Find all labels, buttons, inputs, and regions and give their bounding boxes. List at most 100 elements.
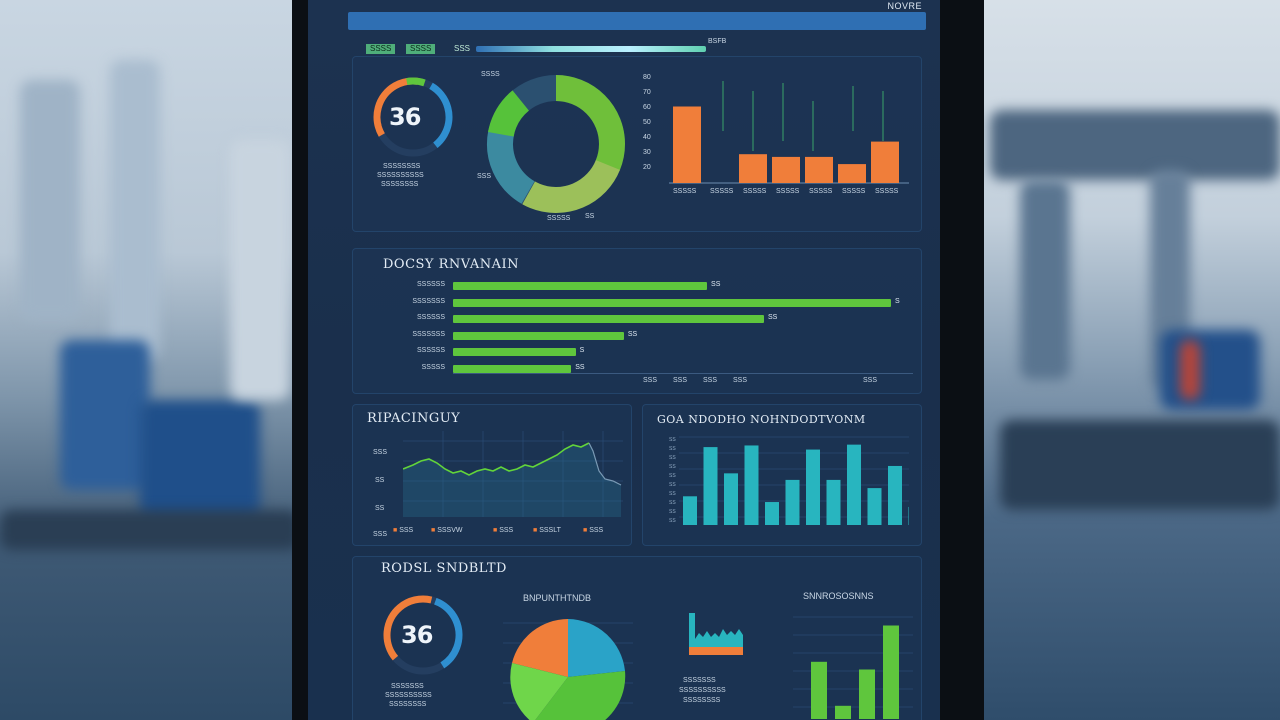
performance-bar-label: SSSSSSS: [412, 297, 445, 305]
performance-axis-tick: SSS: [643, 377, 658, 384]
mini-histogram-caption-3: SSSSSSSS: [683, 697, 721, 704]
overview-y-tick: 60: [643, 104, 651, 111]
column-chart: SS SS SS SS SS SS SS SS SS SS: [669, 433, 923, 529]
performance-bar-label: SSSSS: [421, 363, 445, 371]
overview-bar: [838, 164, 866, 183]
tab-3[interactable]: SSS: [454, 44, 471, 53]
performance-bar-value: S: [895, 297, 900, 305]
performance-title: DOCSY RNVANAIN: [383, 257, 519, 272]
overview-bar-category: SSSSS: [673, 188, 697, 195]
mini-histogram-caption-1: SSSSSSS: [683, 677, 716, 684]
donut-label-bottom: SSSSS: [547, 215, 571, 222]
overview-panel: 36 SSSSSSSS SSSSSSSSSS SSSSSSSS SSSS SSS…: [352, 56, 922, 232]
performance-bar: [453, 364, 572, 373]
bg-machine: [1160, 330, 1260, 410]
performance-bar-value: SS: [767, 314, 778, 321]
bottom-title: RODSL SNDBLTD: [381, 561, 507, 576]
header-progress-strip: [476, 46, 706, 52]
bg-column: [1020, 180, 1070, 380]
overview-bar-category: SSSSS: [776, 188, 800, 195]
tab-2[interactable]: SSSS: [406, 44, 436, 54]
bg-column: [110, 60, 160, 360]
bottom-pie-chart: [503, 619, 633, 720]
column-y-tick: SS: [669, 437, 676, 443]
trend-y-tick-4: SSS: [373, 531, 388, 538]
performance-bar-label: SSSSSS: [416, 281, 445, 288]
bg-column: [230, 140, 290, 400]
mini-histogram-caption-2: SSSSSSSSSS: [679, 687, 726, 694]
bottom-bar: [859, 669, 875, 719]
trend-legend-3: ■ SSS: [493, 527, 514, 534]
column-bar: [785, 479, 800, 525]
bottom-bars-title: SNNROSOSNNS: [803, 591, 874, 601]
performance-axis-tick: SSS: [733, 377, 748, 384]
bg-red-marker: [1180, 340, 1200, 400]
bottom-panel: RODSL SNDBLTD 36 SSSSSSS SSSSSSSSSS SSSS…: [352, 556, 922, 720]
header-subtitle: BSFB: [708, 38, 727, 45]
column-bar: [908, 506, 923, 525]
performance-bar-label: SSSSSS: [416, 314, 445, 321]
column-bar: [806, 449, 820, 525]
monitor: NOVRE SSSS SSSS SSS BSFB 36 SSSSSSSS SSS…: [292, 0, 984, 720]
overview-bar: [871, 141, 899, 183]
bottom-gauge-caption-3: SSSSSSSS: [389, 701, 427, 708]
trend-panel: RIPACINGUY SSS SS SS SSS ■ SSS ■ SSSVW ■…: [352, 404, 632, 546]
bottom-bar-chart: [783, 609, 913, 719]
performance-bar: [453, 282, 708, 290]
overview-bar: [772, 156, 800, 183]
header-bar: NOVRE: [348, 1, 926, 30]
donut-label-right: SS: [585, 213, 595, 220]
donut-label-top: SSSS: [481, 71, 500, 78]
overview-bar: [739, 154, 767, 183]
trend-legend-4: ■ SSSLT: [533, 527, 561, 534]
column-chart-svg: SS SS SS SS SS SS SS SS SS SS: [669, 436, 923, 525]
background-left: [0, 0, 300, 720]
trend-line-secondary: [588, 442, 622, 486]
column-y-tick: SS: [669, 446, 676, 452]
performance-bar-value: SS: [711, 281, 721, 288]
overview-gauge: [373, 77, 453, 157]
performance-axis: [453, 373, 913, 374]
pie-slice-teal: [568, 619, 625, 677]
performance-bar-value: S: [579, 347, 585, 354]
performance-bar-label: SSSSSS: [416, 347, 445, 354]
overview-bar-category: SSSSS: [842, 188, 866, 195]
overview-bar-category: SSSSS: [743, 188, 767, 195]
pie-title: BNPUNTHTNDB: [523, 593, 592, 603]
overview-bar-category: SSSSS: [710, 188, 734, 195]
mini-histogram: [689, 613, 743, 655]
column-bar: [744, 445, 759, 525]
bottom-gauge-caption-1: SSSSSSS: [391, 683, 424, 690]
performance-axis-tick: SSS: [703, 377, 718, 384]
overview-y-tick: 20: [643, 164, 651, 171]
bg-machine: [140, 400, 260, 520]
overview-gauge-caption-3: SSSSSSSS: [381, 181, 419, 188]
overview-y-tick: 70: [643, 89, 651, 96]
trend-title: RIPACINGUY: [367, 411, 461, 426]
overview-y-tick: 40: [643, 134, 651, 141]
bg-table: [0, 510, 300, 550]
overview-bar-chart: SSSSS SSSSS SSSSS SSSSS SSSSS SSSSS SSSSS 80 70 6…: [643, 71, 913, 201]
overview-bar-category: SSSSS: [875, 188, 899, 195]
performance-bar: [453, 298, 891, 307]
column-bar: [867, 488, 882, 525]
performance-panel: DOCSY RNVANAIN SSSSSS SS SSSSSSS S SSSSSS SS S…: [352, 248, 922, 394]
overview-donut: [487, 75, 625, 213]
column-chart-panel: GOA NDODHO NOHNDODTVONM SS SS SS SS SS SS SS SS…: [642, 404, 923, 546]
performance-bar-value: SS: [575, 363, 585, 371]
tab-1[interactable]: SSSS: [366, 44, 396, 54]
column-chart-title: GOA NDODHO NOHNDODTVONM: [657, 413, 866, 426]
donut-label-left: SSS: [477, 173, 492, 180]
column-bar: [826, 479, 841, 525]
bottom-bar-svg: [793, 616, 913, 719]
bottom-bar: [883, 625, 899, 719]
pie-slice-orange: [512, 619, 568, 677]
performance-axis-tick: SSS: [863, 377, 878, 384]
overview-bar: [805, 156, 833, 183]
bottom-gauge: [383, 595, 463, 675]
trend-y-tick-3: SS: [375, 505, 385, 512]
overview-gauge-value: 36: [389, 103, 421, 131]
column-y-tick: SS: [669, 509, 676, 515]
bg-column: [20, 80, 80, 320]
